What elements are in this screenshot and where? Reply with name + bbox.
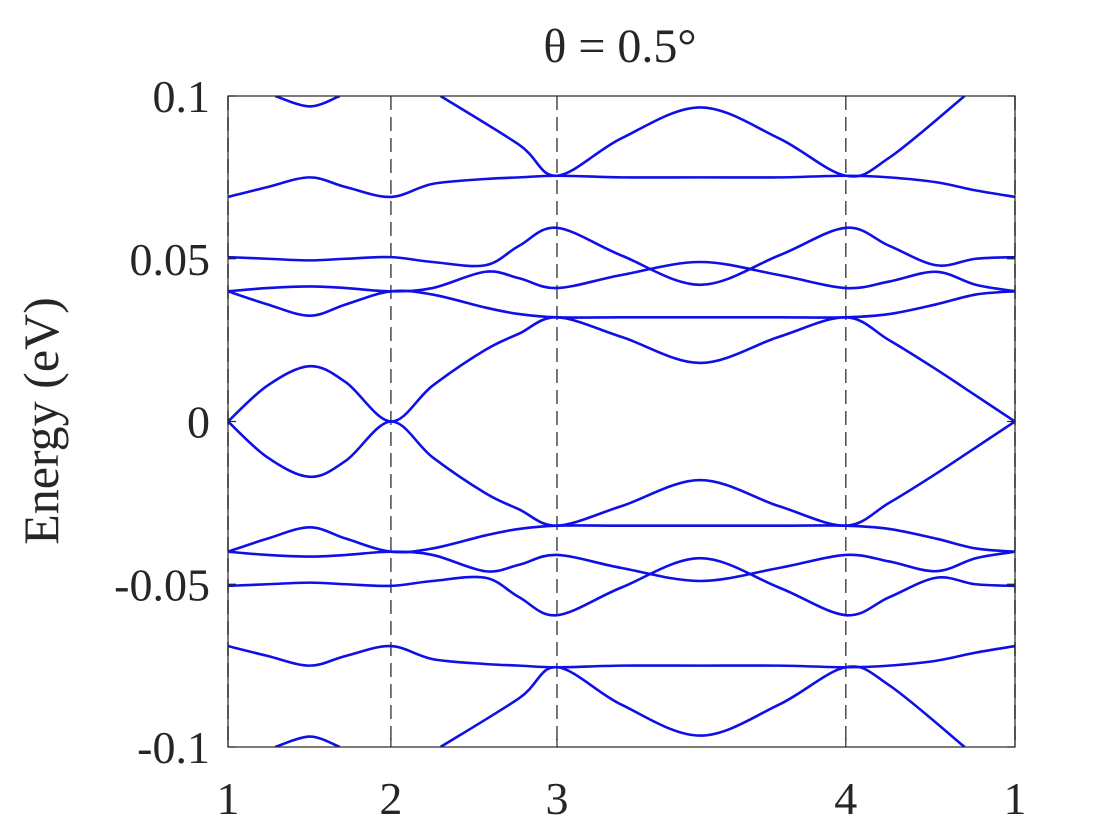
bands — [228, 96, 1015, 747]
band-line — [228, 260, 1015, 293]
x-tick-label: 1 — [1004, 773, 1027, 824]
x-tick-label: 2 — [379, 773, 402, 824]
band-line — [228, 226, 1015, 287]
x-tick-label: 4 — [834, 773, 857, 824]
band-line — [228, 556, 1015, 617]
x-tick-label: 3 — [545, 773, 568, 824]
band-line — [228, 524, 1015, 554]
band-line — [274, 735, 341, 747]
band-line — [274, 96, 341, 108]
y-tick-label: -0.05 — [114, 559, 210, 610]
y-tick-label: 0.1 — [153, 71, 211, 122]
band-line — [228, 289, 1015, 319]
y-tick-label: 0 — [187, 397, 210, 448]
band-line — [439, 96, 966, 178]
band-line — [439, 665, 966, 747]
y-tick-label: -0.1 — [137, 722, 210, 773]
x-tick-label: 1 — [217, 773, 240, 824]
y-axis-label: Energy (eV) — [13, 297, 69, 545]
chart-title: θ = 0.5° — [543, 20, 696, 73]
y-tick-label: 0.05 — [130, 234, 211, 285]
band-line — [228, 550, 1015, 583]
